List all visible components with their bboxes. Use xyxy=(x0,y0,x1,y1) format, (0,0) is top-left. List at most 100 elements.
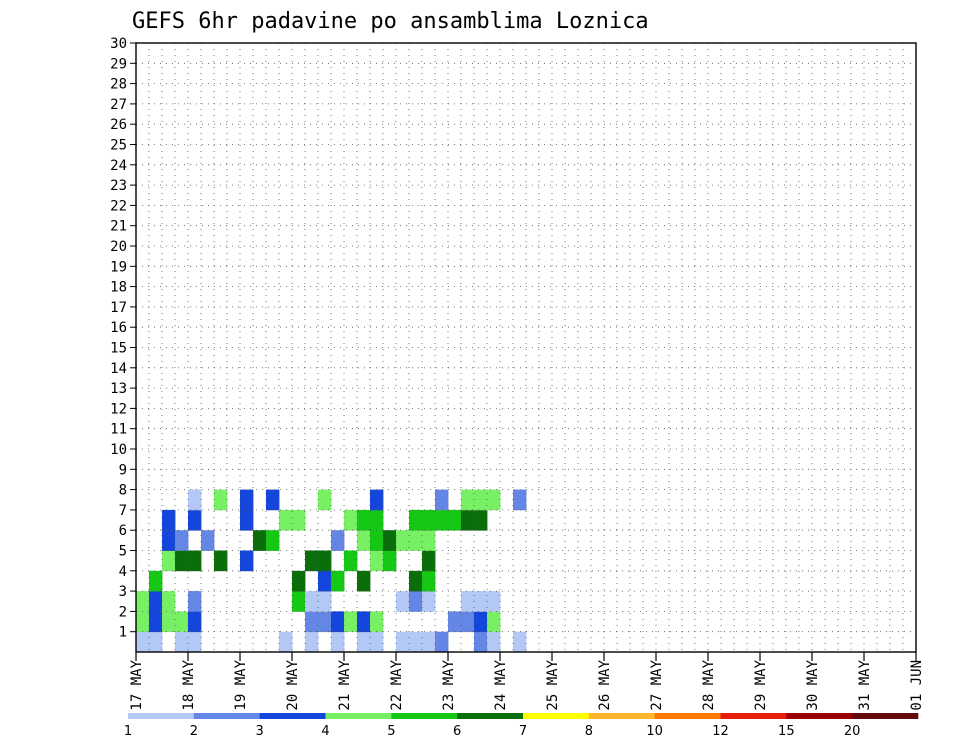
heatmap-cell xyxy=(461,489,475,511)
heatmap-cell xyxy=(383,550,397,572)
heatmap-cell xyxy=(422,530,436,551)
y-tick-label: 16 xyxy=(110,320,127,336)
x-tick-label: 01 JUN xyxy=(909,660,925,711)
colorbar-swatch xyxy=(786,713,853,719)
heatmap-cell xyxy=(266,530,280,551)
heatmap-cell xyxy=(422,550,436,572)
heatmap-cell xyxy=(370,631,384,653)
y-tick-label: 15 xyxy=(110,341,127,357)
heatmap-cell xyxy=(305,611,319,633)
y-tick-label: 17 xyxy=(110,300,127,316)
y-tick-label: 11 xyxy=(110,422,127,438)
heatmap-cell xyxy=(370,530,384,551)
heatmap-cell xyxy=(318,611,332,633)
y-tick-label: 10 xyxy=(110,442,127,458)
heatmap-cell xyxy=(292,570,306,592)
heatmap-cell xyxy=(136,591,150,612)
heatmap-cell xyxy=(279,509,293,531)
heatmap-cell xyxy=(357,631,371,653)
y-tick-label: 3 xyxy=(119,584,127,600)
heatmap-cell xyxy=(370,489,384,511)
colorbar-swatch xyxy=(391,713,458,719)
y-tick-label: 23 xyxy=(110,178,127,194)
heatmap-cell xyxy=(370,509,384,531)
heatmap-cell xyxy=(253,530,267,551)
x-tick-label: 26 MAY xyxy=(597,659,613,710)
heatmap-cell xyxy=(279,631,293,653)
heatmap-cell xyxy=(435,489,449,511)
x-tick-label: 21 MAY xyxy=(337,659,353,710)
colorbar-label: 3 xyxy=(256,724,264,739)
heatmap-cell xyxy=(409,631,423,653)
heatmap-cell xyxy=(188,631,202,653)
heatmap-cell xyxy=(162,550,176,572)
y-tick-label: 12 xyxy=(110,401,127,417)
heatmap-cell xyxy=(461,591,475,612)
heatmap-cell xyxy=(487,489,501,511)
y-tick-label: 4 xyxy=(119,564,127,580)
x-tick-label: 19 MAY xyxy=(233,659,249,710)
x-axis: 17 MAY 18 MAY 19 MAY 20 MAY 21 MAY 22 MAY 23 M… xyxy=(129,652,925,711)
heatmap-cell xyxy=(370,550,384,572)
heatmap-cell xyxy=(305,631,319,653)
heatmap-cell xyxy=(409,530,423,551)
colorbar-label: 4 xyxy=(321,724,329,739)
y-tick-label: 26 xyxy=(110,117,127,133)
y-tick-label: 18 xyxy=(110,280,127,296)
x-tick-label: 22 MAY xyxy=(389,659,405,710)
x-tick-label: 23 MAY xyxy=(441,659,457,710)
heatmap-cell xyxy=(162,591,176,612)
colorbar-swatch xyxy=(193,713,260,719)
heatmap-cell xyxy=(292,591,306,612)
heatmap-cell xyxy=(136,611,150,633)
heatmap-cell xyxy=(409,509,423,531)
heatmap-cell xyxy=(448,611,462,633)
heatmap-cell xyxy=(331,530,345,551)
heatmap-cell xyxy=(487,611,501,633)
heatmap-cell xyxy=(214,550,228,572)
colorbar-label: 12 xyxy=(712,724,729,739)
heatmap-cell xyxy=(149,591,163,612)
heatmap-cell xyxy=(422,591,436,612)
y-tick-label: 13 xyxy=(110,381,127,397)
y-tick-label: 20 xyxy=(110,239,127,255)
heatmap-cell xyxy=(487,631,501,653)
heatmap-cell xyxy=(188,509,202,531)
chart-title: GEFS 6hr padavine po ansamblima Loznica xyxy=(132,9,649,34)
heatmap-cell xyxy=(448,509,462,531)
heatmap-cell xyxy=(461,509,475,531)
heatmap-cell xyxy=(357,611,371,633)
heatmap-cell xyxy=(175,530,189,551)
heatmap-cell xyxy=(396,530,410,551)
colorbar-label: 5 xyxy=(387,724,395,739)
heatmap-cell xyxy=(305,591,319,612)
x-tick-label: 30 MAY xyxy=(805,659,821,710)
heatmap-cell xyxy=(474,631,488,653)
x-tick-label: 18 MAY xyxy=(181,659,197,710)
y-tick-label: 7 xyxy=(119,503,127,519)
y-tick-label: 8 xyxy=(119,483,127,499)
colorbar-swatch xyxy=(457,713,524,719)
heatmap-cell xyxy=(344,611,358,633)
colorbar-label: 1 xyxy=(124,724,132,739)
heatmap-cell xyxy=(201,530,215,551)
heatmap-cell xyxy=(331,611,345,633)
heatmap-cell xyxy=(162,611,176,633)
heatmap-cell xyxy=(383,530,397,551)
heatmap-cell xyxy=(149,631,163,653)
heatmap-cell xyxy=(474,611,488,633)
heatmap-cell xyxy=(188,591,202,612)
heatmap-cell xyxy=(474,489,488,511)
heatmap-cell xyxy=(214,489,228,511)
heatmap-cell xyxy=(149,570,163,592)
y-tick-label: 29 xyxy=(110,56,127,72)
x-tick-label: 27 MAY xyxy=(649,659,665,710)
colorbar-swatch xyxy=(325,713,392,719)
x-tick-label: 29 MAY xyxy=(753,659,769,710)
colorbar-label: 6 xyxy=(453,724,461,739)
heatmap-cell xyxy=(240,550,254,572)
y-axis: 1234567891011121314151617181920212223242… xyxy=(110,36,136,641)
y-tick-label: 22 xyxy=(110,198,127,214)
colorbar-swatch xyxy=(654,713,721,719)
